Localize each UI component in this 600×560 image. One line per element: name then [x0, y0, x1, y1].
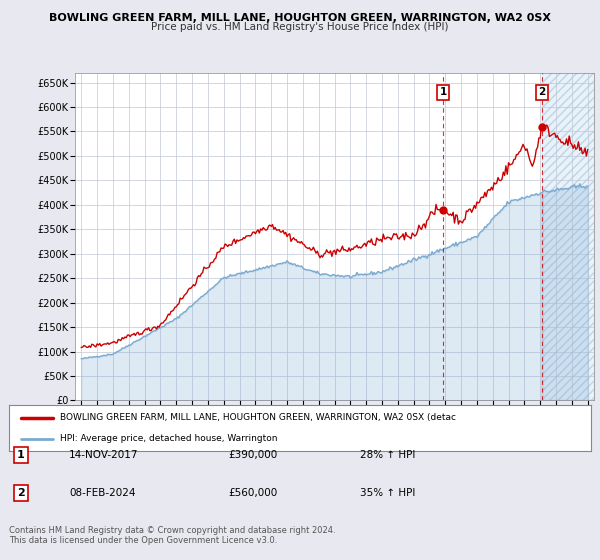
Text: This data is licensed under the Open Government Licence v3.0.: This data is licensed under the Open Gov… — [9, 536, 277, 545]
Text: HPI: Average price, detached house, Warrington: HPI: Average price, detached house, Warr… — [60, 435, 278, 444]
Text: Price paid vs. HM Land Registry's House Price Index (HPI): Price paid vs. HM Land Registry's House … — [151, 22, 449, 32]
Text: 28% ↑ HPI: 28% ↑ HPI — [360, 450, 415, 460]
Text: BOWLING GREEN FARM, MILL LANE, HOUGHTON GREEN, WARRINGTON, WA2 0SX (detac: BOWLING GREEN FARM, MILL LANE, HOUGHTON … — [60, 413, 456, 422]
Text: £390,000: £390,000 — [228, 450, 277, 460]
Text: 14-NOV-2017: 14-NOV-2017 — [69, 450, 139, 460]
Text: 1: 1 — [17, 450, 25, 460]
Text: Contains HM Land Registry data © Crown copyright and database right 2024.: Contains HM Land Registry data © Crown c… — [9, 526, 335, 535]
Text: 2: 2 — [538, 87, 545, 97]
Text: £560,000: £560,000 — [228, 488, 277, 498]
Text: 08-FEB-2024: 08-FEB-2024 — [69, 488, 136, 498]
Text: 35% ↑ HPI: 35% ↑ HPI — [360, 488, 415, 498]
Text: BOWLING GREEN FARM, MILL LANE, HOUGHTON GREEN, WARRINGTON, WA2 0SX: BOWLING GREEN FARM, MILL LANE, HOUGHTON … — [49, 13, 551, 23]
Text: 2: 2 — [17, 488, 25, 498]
Text: 1: 1 — [440, 87, 447, 97]
